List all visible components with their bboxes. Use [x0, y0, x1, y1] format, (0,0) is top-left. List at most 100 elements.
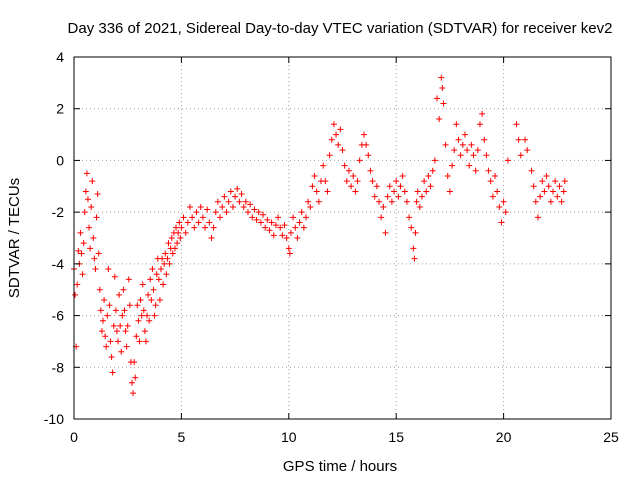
data-point: [556, 183, 563, 190]
data-point: [83, 170, 90, 177]
data-point: [287, 229, 294, 236]
gridlines: [74, 57, 611, 419]
data-point: [137, 297, 144, 304]
data-point: [352, 188, 359, 195]
data-point: [285, 245, 292, 252]
data-point: [530, 183, 537, 190]
data-point: [539, 178, 546, 185]
data-point: [126, 302, 133, 309]
data-point: [95, 250, 102, 257]
data-point: [223, 209, 230, 216]
data-point: [197, 203, 204, 210]
data-point: [133, 333, 140, 340]
data-point: [131, 359, 138, 366]
data-point: [382, 229, 389, 236]
data-point: [302, 214, 309, 221]
data-point: [371, 193, 378, 200]
data-point: [305, 198, 312, 205]
data-point: [474, 147, 481, 154]
data-point: [107, 338, 114, 345]
y-tick-label: -2: [52, 204, 65, 220]
data-point: [451, 147, 458, 154]
data-point: [446, 188, 453, 195]
data-point: [461, 131, 468, 138]
data-point: [151, 312, 158, 319]
data-point: [307, 203, 314, 210]
data-point: [121, 307, 128, 314]
data-point: [356, 157, 363, 164]
data-point: [106, 302, 113, 309]
data-point: [232, 193, 239, 200]
data-point: [439, 85, 446, 92]
data-point: [427, 183, 434, 190]
data-point: [489, 193, 496, 200]
data-point: [517, 152, 524, 159]
data-point: [270, 232, 277, 239]
data-point: [449, 162, 456, 169]
data-point: [494, 188, 501, 195]
data-point: [298, 209, 305, 216]
data-point: [80, 240, 87, 247]
data-point: [337, 126, 344, 133]
data-point: [146, 317, 153, 324]
data-point: [534, 214, 541, 221]
data-point: [425, 172, 432, 179]
data-point: [315, 198, 322, 205]
data-point: [174, 240, 181, 247]
data-point: [140, 307, 147, 314]
data-point: [93, 214, 100, 221]
data-point: [464, 147, 471, 154]
data-point: [191, 224, 198, 231]
y-tick-label: -6: [52, 308, 65, 324]
data-point: [455, 136, 462, 143]
data-point: [513, 121, 520, 128]
data-point: [442, 141, 449, 148]
data-point: [88, 203, 95, 210]
data-point: [483, 152, 490, 159]
data-point: [195, 219, 202, 226]
data-point: [74, 281, 81, 288]
data-point: [186, 203, 193, 210]
data-point: [242, 198, 249, 205]
data-point: [141, 328, 148, 335]
data-point: [532, 198, 539, 205]
data-point: [152, 302, 159, 309]
data-point: [345, 167, 352, 174]
data-point: [159, 255, 166, 262]
data-point: [397, 183, 404, 190]
data-point: [438, 74, 445, 81]
y-tick-label: -10: [44, 411, 64, 427]
data-point: [413, 198, 420, 205]
data-point: [541, 188, 548, 195]
x-tick-label: 5: [178, 429, 186, 445]
data-point: [155, 276, 162, 283]
data-point: [360, 131, 367, 138]
data-point: [210, 224, 217, 231]
data-point: [118, 348, 125, 355]
data-point: [120, 286, 127, 293]
data-point: [177, 235, 184, 241]
data-point: [363, 141, 370, 148]
data-point: [165, 240, 172, 247]
data-point: [130, 390, 137, 397]
data-point: [84, 196, 91, 203]
data-point: [160, 281, 167, 288]
data-point: [105, 266, 112, 273]
data-point: [166, 260, 173, 267]
data-point: [498, 219, 505, 226]
data-point: [522, 136, 529, 143]
data-point: [153, 271, 160, 278]
data-point: [479, 110, 486, 117]
x-axis-label: GPS time / hours: [283, 458, 397, 475]
data-point: [240, 203, 247, 210]
y-tick-label: -8: [52, 359, 65, 375]
axis-ticks: 0 5 10 15 20 25 -10 -8 -6 -4 -2 0 2 4: [44, 49, 619, 445]
data-points: [71, 74, 568, 397]
data-point: [324, 188, 331, 195]
data-point: [142, 338, 149, 345]
data-point: [161, 260, 168, 267]
data-point: [436, 116, 443, 123]
data-point: [373, 183, 380, 190]
data-point: [412, 229, 419, 236]
y-tick-label: 4: [56, 49, 64, 65]
